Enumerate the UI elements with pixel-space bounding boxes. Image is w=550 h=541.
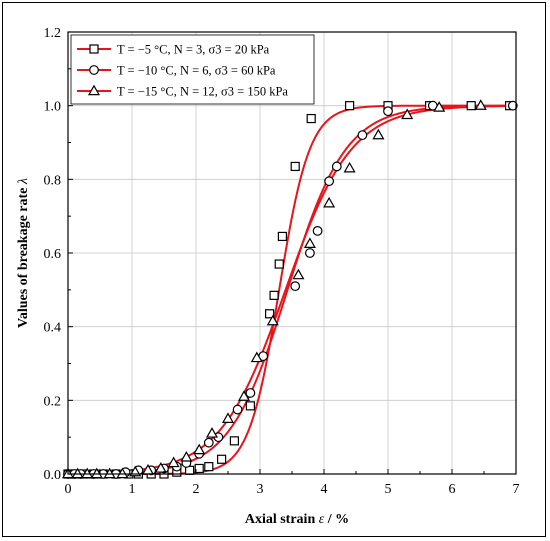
- square-marker: [229, 436, 239, 446]
- triangle-marker: [433, 101, 446, 112]
- square-marker: [204, 462, 214, 472]
- circle-marker: [203, 437, 214, 448]
- x-tick-label: 7: [513, 482, 520, 497]
- triangle-marker: [372, 128, 385, 140]
- triangle-marker: [250, 351, 263, 363]
- square-marker: [269, 290, 279, 300]
- triangle-marker: [221, 412, 235, 423]
- square-marker: [245, 401, 255, 411]
- x-tick-label: 3: [257, 482, 264, 497]
- square-marker: [306, 113, 316, 124]
- data-markers: [61, 99, 518, 479]
- y-tick-label: 0.8: [44, 173, 62, 188]
- circle-marker: [357, 130, 368, 141]
- triangle-marker: [154, 462, 167, 473]
- triangle-marker: [167, 456, 180, 468]
- triangle-marker: [237, 390, 251, 401]
- circle-marker: [383, 106, 393, 117]
- square-marker: [265, 309, 275, 319]
- grid: [68, 32, 516, 474]
- circle-marker: [89, 65, 99, 75]
- triangle-marker: [292, 268, 305, 280]
- triangle-marker: [401, 108, 414, 120]
- triangle-marker: [81, 467, 94, 479]
- square-marker: [290, 161, 300, 172]
- legend-label: T = −5 °C, N = 3, σ3 = 20 kPa: [117, 43, 270, 57]
- x-tick-label: 6: [449, 482, 456, 497]
- square-marker: [466, 101, 476, 111]
- legend-entry-1: T = −5 °C, N = 3, σ3 = 20 kPa: [77, 43, 270, 57]
- triangle-marker: [303, 237, 316, 248]
- circle-marker: [305, 248, 315, 258]
- square-marker: [89, 44, 99, 54]
- y-tick-label: 0.4: [44, 321, 62, 336]
- y-tick-label: 0.6: [44, 247, 62, 262]
- triangle-marker: [180, 451, 193, 462]
- circle-marker: [507, 100, 518, 111]
- triangle-marker: [474, 99, 487, 110]
- series-1-points: [63, 101, 515, 479]
- circle-marker: [331, 161, 342, 172]
- legend-entry-3: T = −15 °C, N = 12, σ3 = 150 kPa: [77, 85, 288, 99]
- legend-box: [70, 34, 315, 105]
- triangle-marker: [116, 467, 129, 479]
- square-marker: [194, 463, 204, 474]
- triangle-marker: [323, 196, 336, 208]
- circle-marker: [324, 176, 335, 187]
- y-tick-label: 0.2: [44, 394, 62, 409]
- circle-marker: [232, 404, 243, 415]
- square-marker: [274, 259, 284, 269]
- y-tick-label: 1.2: [44, 26, 62, 41]
- triangle-marker: [266, 314, 279, 326]
- circle-marker: [290, 281, 301, 292]
- y-axis-label: Values of breakage rate λ: [16, 178, 31, 328]
- square-marker: [277, 231, 287, 242]
- square-marker: [217, 454, 227, 464]
- triangle-marker: [193, 443, 206, 455]
- circle-marker: [245, 388, 256, 398]
- triangle-marker: [343, 161, 356, 173]
- x-tick-label: 2: [193, 482, 200, 497]
- series-3-points: [61, 99, 487, 479]
- circle-marker: [312, 225, 323, 236]
- x-axis-label: Axial strain ε / %: [245, 512, 349, 527]
- legend: T = −5 °C, N = 3, σ3 = 20 kPa T = −10 °C,…: [70, 34, 315, 105]
- triangle-marker: [90, 467, 103, 479]
- triangle-marker: [103, 467, 116, 479]
- triangle-marker: [205, 427, 219, 438]
- triangle-marker: [87, 84, 101, 96]
- square-marker: [345, 101, 355, 111]
- x-tick-label: 4: [321, 482, 328, 497]
- triangle-marker: [71, 467, 84, 479]
- x-tick-label: 5: [385, 482, 392, 497]
- y-tick-label: 1.0: [44, 100, 62, 115]
- x-tick-label: 1: [129, 482, 136, 497]
- y-tick-label: 0.0: [44, 468, 62, 483]
- axis-ticks: [67, 31, 517, 475]
- y-tick-labels: 0.0 0.2 0.4 0.6 0.8 1.0 1.2: [44, 26, 62, 483]
- x-tick-labels: 0 1 2 3 4 5 6 7: [65, 482, 520, 497]
- legend-label: T = −10 °C, N = 6, σ3 = 60 kPa: [117, 64, 276, 78]
- legend-label: T = −15 °C, N = 12, σ3 = 150 kPa: [117, 85, 288, 99]
- legend-entry-2: T = −10 °C, N = 6, σ3 = 60 kPa: [77, 64, 276, 78]
- x-tick-label: 0: [65, 482, 72, 497]
